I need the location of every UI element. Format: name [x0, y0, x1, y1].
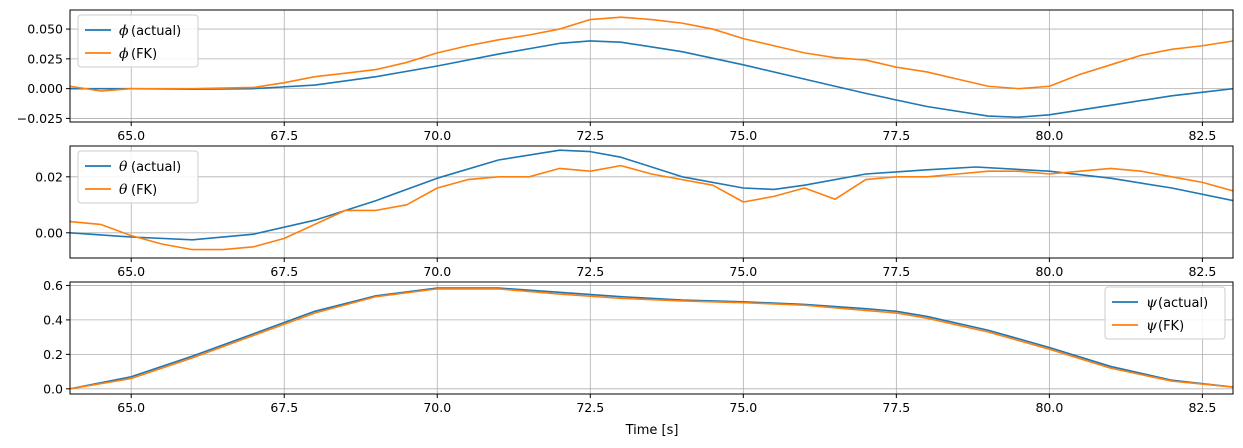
- y-tick-label: 0.02: [35, 169, 63, 184]
- x-tick-label: 75.0: [729, 128, 757, 143]
- y-tick-label: 0.00: [35, 225, 63, 240]
- x-tick-label: 80.0: [1035, 264, 1063, 279]
- legend-label: (FK): [131, 47, 157, 62]
- legend-symbol: ϕ: [119, 46, 129, 62]
- phi-fk-series-line: [70, 16, 1233, 92]
- x-tick-label: 77.5: [882, 264, 910, 279]
- legend-symbol: ψ: [1146, 318, 1158, 334]
- phi-subplot: 65.0 67.5 70.0 72.5 75.0 77.5 80.0 82.5 −0.025 0.…: [17, 9, 1234, 143]
- psi-subplot: 65.0 67.5 70.0 72.5 75.0 77.5 80.0 82.5 0.0 0.2 0.…: [43, 278, 1234, 415]
- legend: ψ (actual)ψ (FK): [1104, 286, 1226, 340]
- x-tick-label: 67.5: [270, 400, 298, 415]
- legend-label: (FK): [1158, 319, 1184, 334]
- legend: ϕ (actual)ϕ (FK): [77, 14, 199, 68]
- y-tick-label: 0.025: [27, 51, 63, 66]
- axes-frame: [69, 281, 1234, 395]
- legend-symbol: θ: [119, 159, 128, 175]
- y-tick-label: −0.025: [17, 111, 63, 126]
- legend-label: (actual): [131, 160, 181, 175]
- y-tick-label: 0.2: [43, 347, 63, 362]
- y-tick-label: 0.6: [43, 278, 63, 293]
- x-tick-label: 82.5: [1188, 128, 1216, 143]
- legend-symbol: θ: [119, 182, 128, 198]
- x-tick-label: 70.0: [423, 128, 451, 143]
- theta-fk-series-line: [70, 164, 1233, 251]
- x-tick-label: 80.0: [1035, 400, 1063, 415]
- x-tick-label: 65.0: [117, 264, 145, 279]
- x-tick-label: 65.0: [117, 128, 145, 143]
- x-tick-label: 67.5: [270, 264, 298, 279]
- axes-frame: [69, 9, 1234, 123]
- legend-box: [77, 150, 199, 204]
- legend-label: (FK): [131, 183, 157, 198]
- x-tick-label: 75.0: [729, 264, 757, 279]
- y-tick-label: 0.000: [27, 81, 63, 96]
- legend-symbol: ϕ: [119, 23, 129, 39]
- legend-box: [1104, 286, 1226, 340]
- x-tick-label: 77.5: [882, 400, 910, 415]
- legend-symbol: ψ: [1146, 295, 1158, 311]
- axes-frame: [69, 145, 1234, 259]
- x-tick-label: 80.0: [1035, 128, 1063, 143]
- legend-box: [77, 14, 199, 68]
- x-tick-label: 77.5: [882, 128, 910, 143]
- x-tick-label: 75.0: [729, 400, 757, 415]
- psi-actual-series-line: [70, 287, 1233, 390]
- legend-label: (actual): [1158, 296, 1208, 311]
- phi-actual-series-line: [70, 40, 1233, 119]
- x-tick-label: 82.5: [1188, 400, 1216, 415]
- psi-fk-series-line: [70, 288, 1233, 390]
- y-tick-label: 0.0: [43, 381, 63, 396]
- theta-actual-series-line: [70, 149, 1233, 241]
- x-axis-label: Time [s]: [625, 423, 679, 438]
- x-tick-label: 72.5: [576, 128, 604, 143]
- legend: θ (actual)θ (FK): [77, 150, 199, 204]
- x-tick-label: 72.5: [576, 400, 604, 415]
- y-tick-label: 0.4: [43, 312, 63, 327]
- x-tick-label: 72.5: [576, 264, 604, 279]
- x-tick-label: 67.5: [270, 128, 298, 143]
- x-tick-label: 70.0: [423, 400, 451, 415]
- theta-subplot: 65.0 67.5 70.0 72.5 75.0 77.5 80.0 82.5 0.00 0.02…: [35, 145, 1234, 279]
- legend-label: (actual): [131, 24, 181, 39]
- x-tick-label: 70.0: [423, 264, 451, 279]
- y-tick-label: 0.050: [27, 22, 63, 37]
- x-tick-label: 82.5: [1188, 264, 1216, 279]
- x-tick-label: 65.0: [117, 400, 145, 415]
